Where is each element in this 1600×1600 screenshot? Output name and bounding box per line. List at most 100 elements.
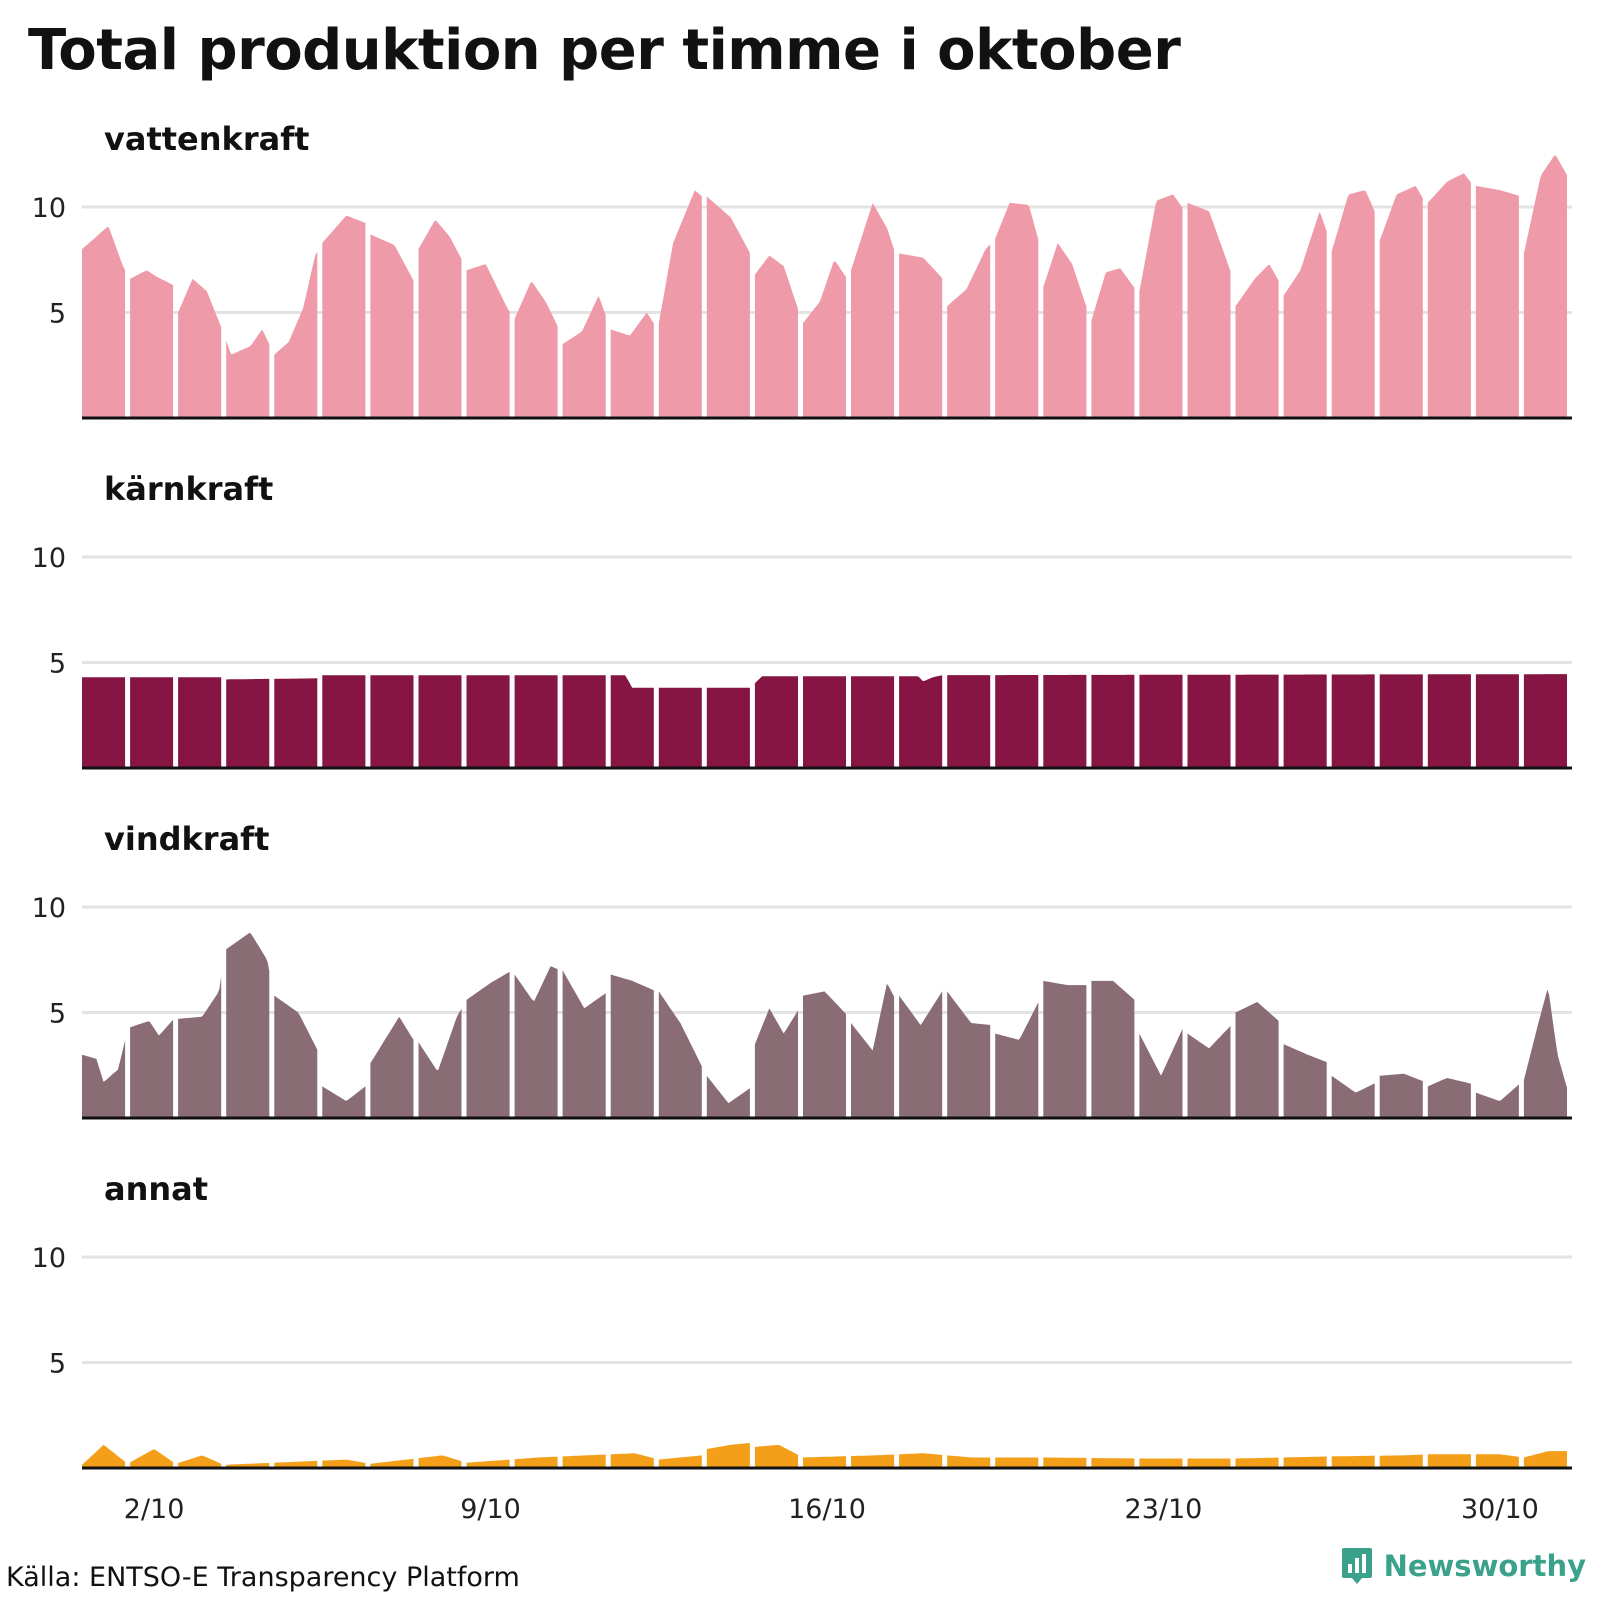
area-0-day-22	[1091, 268, 1135, 418]
area-2-day-30	[1475, 1084, 1519, 1118]
area-3-day-5	[274, 1460, 318, 1468]
area-1-day-17	[851, 676, 895, 768]
area-1-day-28	[1379, 674, 1423, 768]
y-tick-label-0-1: 10	[32, 193, 66, 224]
area-2-day-22	[1091, 980, 1135, 1118]
area-1-day-21	[1043, 674, 1087, 768]
area-1-day-7	[370, 675, 414, 768]
area-2-day-4	[226, 932, 270, 1118]
area-2-day-12	[610, 974, 654, 1118]
y-tick-label-1-0: 5	[49, 649, 66, 680]
area-3-day-28	[1379, 1454, 1423, 1468]
area-0-day-18	[899, 253, 943, 418]
panel-title-1: kärnkraft	[104, 470, 273, 508]
panel-title-2: vindkraft	[104, 820, 269, 858]
area-2-day-3	[178, 976, 222, 1118]
area-0-day-27	[1331, 190, 1375, 418]
area-0-day-31	[1523, 155, 1567, 419]
x-tick-label-2: 16/10	[788, 1494, 866, 1525]
area-1-day-13	[658, 687, 702, 768]
area-0-day-6	[322, 215, 366, 418]
area-2-day-5	[274, 995, 318, 1118]
panel-title-3: annat	[104, 1170, 208, 1208]
area-3-day-20	[995, 1457, 1039, 1468]
area-1-day-19	[947, 675, 991, 768]
area-3-day-13	[658, 1455, 702, 1468]
area-0-day-2	[130, 270, 174, 418]
area-3-day-16	[803, 1456, 846, 1468]
area-3-day-24	[1187, 1458, 1231, 1468]
area-0-day-8	[418, 220, 462, 418]
y-tick-label-2-0: 5	[49, 999, 66, 1030]
x-tick-label-0: 2/10	[124, 1494, 185, 1525]
bar-chart-speech-bubble-icon	[1341, 1548, 1372, 1584]
area-2-day-23	[1139, 1028, 1183, 1118]
area-2-day-14	[706, 1075, 750, 1118]
area-1-day-20	[995, 675, 1039, 768]
x-tick-label-3: 23/10	[1125, 1494, 1203, 1525]
page-title: Total produktion per timme i oktober	[28, 18, 1181, 83]
area-2-day-27	[1331, 1075, 1375, 1118]
y-tick-label-3-0: 5	[49, 1349, 66, 1380]
area-1-day-18	[899, 675, 943, 768]
area-0-day-16	[803, 261, 846, 418]
y-tick-label-1-1: 10	[32, 543, 66, 574]
x-tick-label-4: 30/10	[1461, 1494, 1539, 1525]
area-1-day-22	[1091, 674, 1135, 768]
area-1-day-14	[706, 687, 750, 768]
area-0-day-30	[1475, 185, 1519, 418]
area-0-day-5	[274, 251, 318, 418]
area-0-day-3	[178, 278, 222, 418]
y-tick-label-3-1: 10	[32, 1243, 66, 1274]
area-1-day-25	[1235, 674, 1279, 768]
area-3-day-7	[370, 1458, 414, 1468]
area-3-day-3	[178, 1455, 222, 1468]
area-1-day-12	[610, 675, 654, 768]
area-1-day-6	[322, 675, 366, 768]
area-3-day-31	[1523, 1451, 1567, 1468]
area-1-day-1	[82, 677, 126, 768]
area-2-day-1	[82, 1040, 126, 1118]
area-2-day-29	[1427, 1078, 1471, 1118]
area-2-day-19	[947, 991, 991, 1118]
area-0-day-29	[1427, 173, 1471, 418]
brand-name: Newsworthy	[1383, 1549, 1586, 1583]
area-0-day-23	[1139, 194, 1183, 418]
area-3-day-10	[514, 1456, 558, 1468]
area-3-day-22	[1091, 1458, 1135, 1468]
area-3-day-6	[322, 1459, 366, 1468]
area-1-day-24	[1187, 674, 1231, 768]
area-2-day-15	[754, 1008, 798, 1118]
area-3-day-1	[82, 1444, 126, 1468]
area-0-day-20	[995, 202, 1039, 418]
area-3-day-19	[947, 1455, 991, 1468]
area-1-day-2	[130, 677, 174, 768]
area-0-day-10	[514, 282, 558, 418]
brand[interactable]: Newsworthy	[1340, 1546, 1586, 1586]
area-0-day-17	[851, 203, 895, 418]
area-1-day-3	[178, 677, 222, 768]
area-1-day-16	[803, 676, 846, 768]
area-1-day-4	[226, 678, 270, 768]
area-1-day-27	[1331, 674, 1375, 768]
area-0-day-4	[226, 329, 270, 418]
area-3-day-15	[754, 1444, 798, 1468]
area-0-day-28	[1379, 186, 1423, 418]
area-2-day-28	[1379, 1073, 1423, 1118]
area-3-day-9	[466, 1459, 510, 1468]
area-1-day-23	[1139, 674, 1183, 768]
y-tick-label-0-0: 5	[49, 299, 66, 330]
area-0-day-25	[1235, 264, 1279, 418]
area-1-day-10	[514, 675, 558, 768]
area-3-day-25	[1235, 1457, 1279, 1468]
area-2-day-24	[1187, 1025, 1231, 1118]
area-2-day-6	[322, 1086, 366, 1118]
area-3-day-21	[1043, 1457, 1087, 1468]
area-3-day-26	[1283, 1456, 1327, 1468]
area-2-day-7	[370, 1016, 414, 1118]
area-2-day-11	[562, 970, 606, 1118]
area-1-day-31	[1523, 674, 1567, 768]
area-0-day-9	[466, 264, 510, 418]
area-0-day-13	[658, 190, 702, 418]
area-3-day-29	[1427, 1454, 1471, 1468]
